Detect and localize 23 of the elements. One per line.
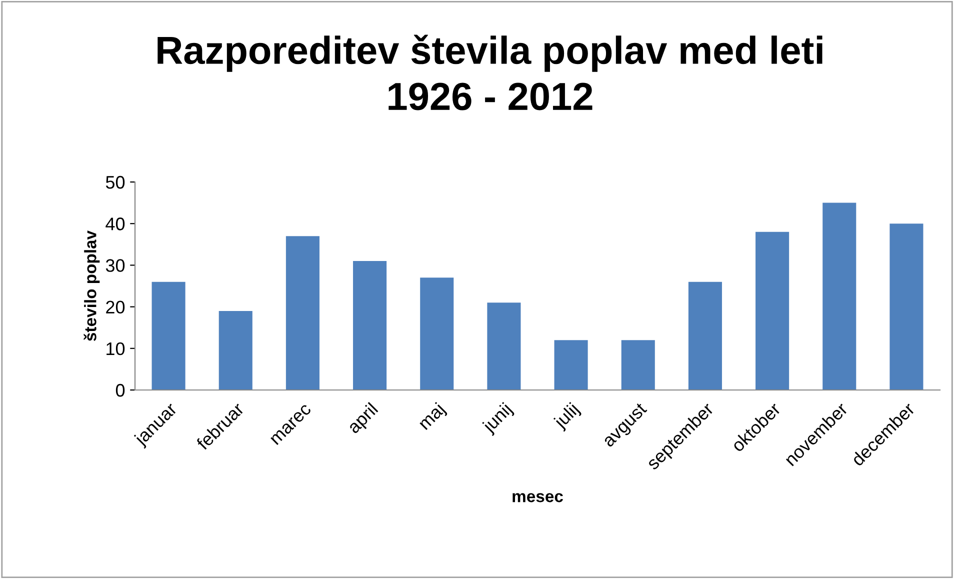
y-tick-label: 50	[106, 176, 125, 189]
bar	[621, 340, 655, 390]
bar	[688, 282, 722, 390]
bar	[286, 236, 320, 390]
bar	[756, 232, 790, 390]
y-tick-label: 40	[106, 218, 125, 230]
bar	[487, 302, 521, 390]
bar	[152, 282, 186, 390]
bar	[554, 340, 588, 390]
y-tick-label: 10	[106, 342, 125, 356]
x-tick-label: julij	[552, 402, 582, 432]
bar	[353, 261, 387, 390]
y-tick-label: 30	[106, 259, 125, 272]
bar	[822, 202, 856, 390]
x-tick-label: maj	[417, 402, 448, 433]
x-axis-title: mesec	[512, 493, 563, 502]
y-tick-label: 0	[116, 384, 125, 397]
bar	[218, 310, 252, 390]
bar	[420, 278, 454, 390]
y-axis-title: število poplav	[84, 230, 100, 341]
y-tick-label: 20	[106, 300, 125, 314]
chart-title: Razporeditev števila poplav med leti 1926 - 2012	[158, 34, 822, 110]
bar	[890, 224, 924, 390]
